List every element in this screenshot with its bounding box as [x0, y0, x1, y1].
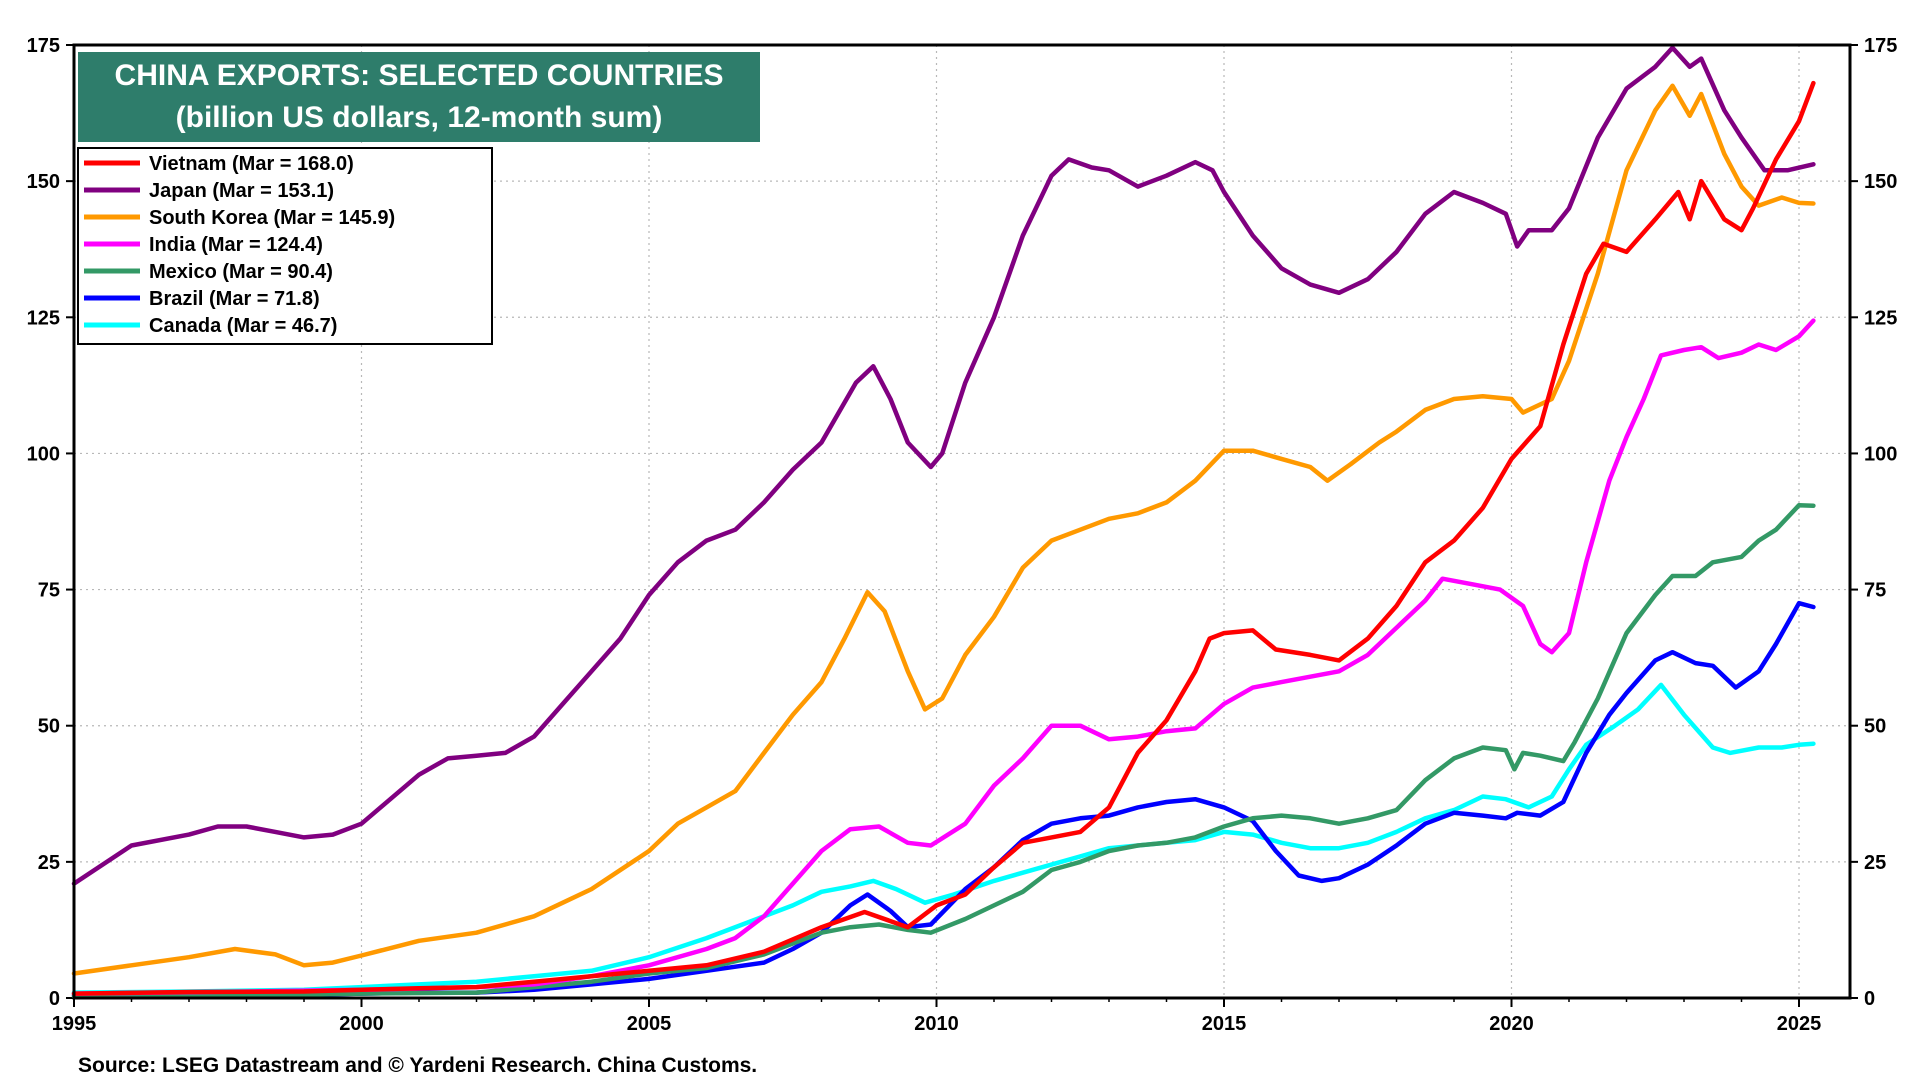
- legend-label: Japan (Mar = 153.1): [149, 180, 334, 202]
- y-tick-label-right: 75: [1864, 580, 1886, 602]
- y-tick-label-left: 100: [27, 443, 60, 465]
- series-layer: [71, 45, 1816, 999]
- y-tick-label-right: 100: [1864, 443, 1897, 465]
- y-tick-label-left: 25: [38, 852, 60, 874]
- legend-label: South Korea (Mar = 145.9): [149, 207, 395, 229]
- y-tick-label-left: 175: [27, 35, 60, 57]
- x-tick-label: 2020: [1489, 1013, 1534, 1035]
- plot-frame: [72, 43, 1852, 1000]
- series-line-0: [71, 80, 1816, 996]
- y-tick-label-left: 75: [38, 580, 60, 602]
- y-tick-label-right: 25: [1864, 852, 1886, 874]
- y-tick-label-right: 150: [1864, 171, 1897, 193]
- x-tick-label: 2025: [1777, 1013, 1822, 1035]
- chart-title: CHINA EXPORTS: SELECTED COUNTRIES: [115, 59, 724, 92]
- title-box: CHINA EXPORTS: SELECTED COUNTRIES (billi…: [78, 52, 760, 142]
- y-tick-label-right: 50: [1864, 716, 1886, 738]
- series-line-6: [71, 682, 1816, 995]
- legend: Vietnam (Mar = 168.0) Japan (Mar = 153.1)…: [77, 147, 493, 345]
- legend-label: Brazil (Mar = 71.8): [149, 288, 320, 310]
- series-line-4: [71, 502, 1816, 999]
- source-note: Source: LSEG Datastream and © Yardeni Re…: [78, 1054, 757, 1077]
- series-line-5: [71, 600, 1816, 998]
- title-background: [78, 52, 760, 142]
- legend-label: Canada (Mar = 46.7): [149, 315, 337, 337]
- x-tick-label: 1995: [52, 1013, 97, 1035]
- y-tick-label-right: 125: [1864, 307, 1897, 329]
- series-line-2: [71, 83, 1816, 976]
- x-tick-label: 2005: [627, 1013, 672, 1035]
- legend-label: India (Mar = 124.4): [149, 234, 323, 256]
- x-tick-label: 2010: [914, 1013, 959, 1035]
- y-tick-label-left: 50: [38, 716, 60, 738]
- y-tick-label-left: 125: [27, 307, 60, 329]
- legend-label: Vietnam (Mar = 168.0): [149, 153, 354, 175]
- y-tick-label-left: 0: [49, 988, 60, 1010]
- x-tick-label: 2015: [1202, 1013, 1247, 1035]
- y-tick-label-right: 0: [1864, 988, 1875, 1010]
- y-tick-label-left: 150: [27, 171, 60, 193]
- series-line-3: [71, 318, 1816, 996]
- legend-box: [77, 147, 493, 345]
- legend-label: Mexico (Mar = 90.4): [149, 261, 333, 283]
- axis-layer: 0 0 25 25 50 50 75 75 100 100 125 125 150 150 175 175 19…: [27, 35, 1898, 1035]
- x-tick-label: 2000: [339, 1013, 384, 1035]
- legend-items: Vietnam (Mar = 168.0) Japan (Mar = 153.1)…: [84, 153, 395, 337]
- y-tick-label-right: 175: [1864, 35, 1897, 57]
- series-line-1: [71, 45, 1816, 886]
- chart-subtitle: (billion US dollars, 12-month sum): [176, 101, 663, 134]
